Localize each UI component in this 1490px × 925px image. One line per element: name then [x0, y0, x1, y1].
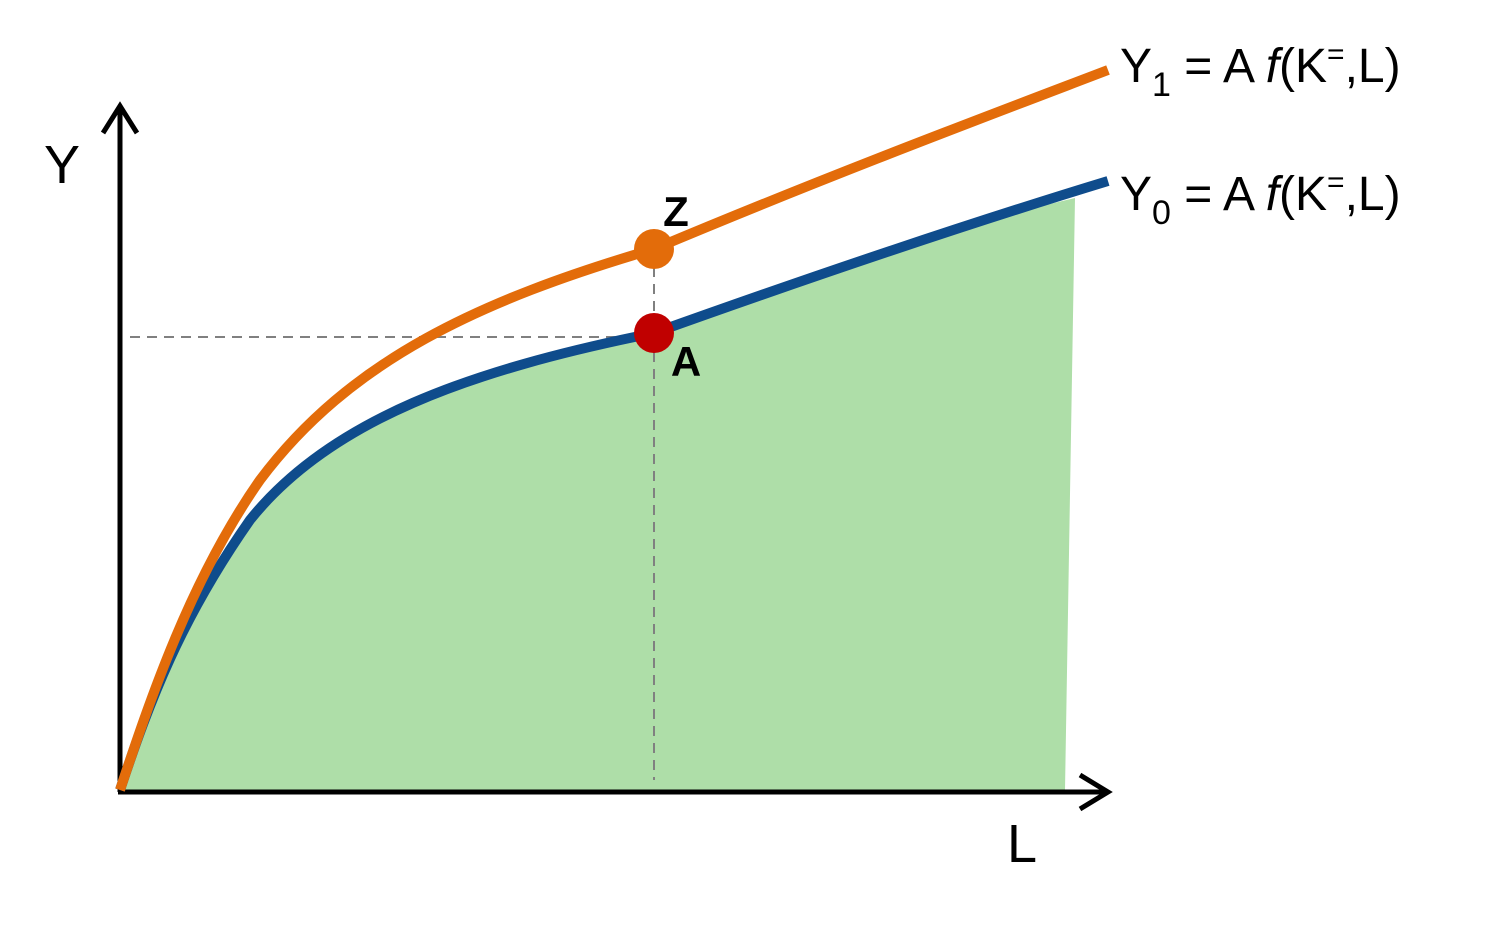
x-axis-arrowhead [1078, 772, 1113, 812]
x-axis-label: L [1007, 814, 1037, 874]
point-z-marker [634, 229, 674, 269]
y-axis-arrowhead [100, 101, 140, 135]
area-under-y0 [120, 198, 1075, 790]
curve-y0-label: Y0 = A f(K=,L) [1120, 166, 1401, 232]
curve-y1 [115, 65, 1110, 792]
point-a-marker [634, 313, 674, 353]
point-a-label: A [671, 338, 701, 385]
y-axis-label: Y [44, 135, 80, 195]
point-z-label: Z [663, 188, 689, 235]
curve-y1-label: Y1 = A f(K=,L) [1120, 38, 1401, 104]
